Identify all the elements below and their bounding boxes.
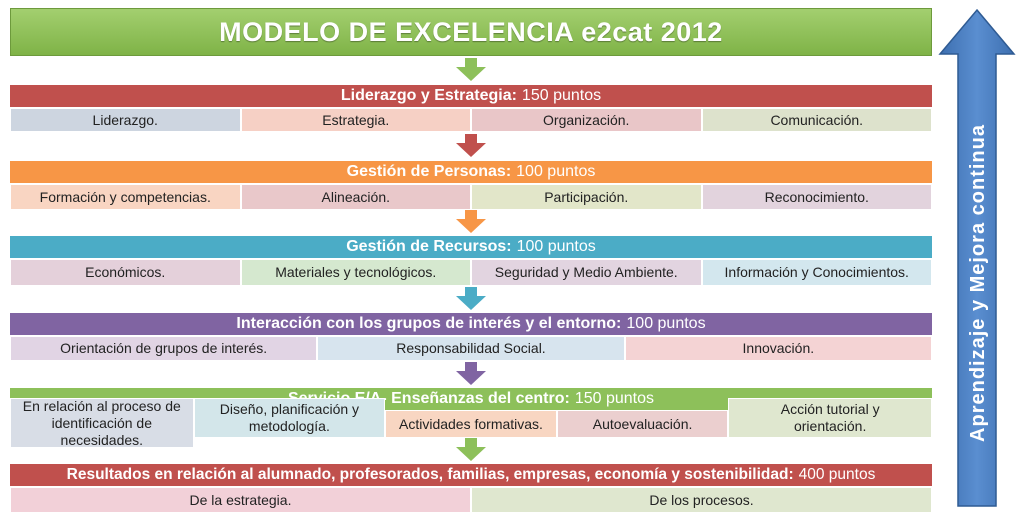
section-item: Participación.: [471, 184, 702, 210]
section-points: 400 puntos: [798, 466, 876, 483]
section-items-resultados: De la estrategia. De los procesos.: [10, 487, 932, 513]
section-item: Diseño, planificación y metodología.: [193, 398, 386, 438]
section-items-recursos: Económicos. Materiales y tecnológicos. S…: [10, 259, 932, 286]
section-header-recursos: Gestión de Recursos: 100 puntos: [10, 236, 932, 258]
section-items-liderazgo: Liderazgo. Estrategia. Organización. Com…: [10, 108, 932, 132]
section-item: Autoevaluación.: [556, 410, 729, 438]
section-items-servicio: En relación al proceso de identificación…: [10, 398, 932, 448]
section-item: Estrategia.: [240, 108, 471, 132]
section-header-resultados: Resultados en relación al alumnado, prof…: [10, 464, 932, 486]
section-item: De los procesos.: [471, 487, 932, 513]
diagram-title: MODELO DE EXCELENCIA e2cat 2012: [10, 8, 932, 56]
section-item: Acción tutorial y orientación.: [728, 398, 932, 438]
section-items-personas: Formación y competencias. Alineación. Pa…: [10, 184, 932, 210]
section-item: De la estrategia.: [10, 487, 471, 513]
section-item: Información y Conocimientos.: [701, 259, 932, 286]
section-item: Comunicación.: [701, 108, 932, 132]
section-item: Formación y competencias.: [10, 184, 241, 210]
up-arrow-icon: [938, 8, 1016, 507]
section-header-liderazgo: Liderazgo y Estrategia: 150 puntos: [10, 85, 932, 107]
section-name: Gestión de Recursos:: [346, 238, 512, 255]
section-name: Gestión de Personas:: [346, 163, 512, 180]
section-item: Seguridad y Medio Ambiente.: [471, 259, 702, 286]
section-item: Organización.: [471, 108, 702, 132]
section-item: Actividades formativas.: [385, 410, 557, 438]
continuous-improvement-arrow: Aprendizaje y Mejora continua: [938, 8, 1016, 507]
section-points: 150 puntos: [574, 390, 655, 407]
section-item: Responsabilidad Social.: [317, 336, 625, 361]
section-points: 100 puntos: [626, 315, 706, 332]
section-name: Liderazgo y Estrategia:: [340, 87, 517, 104]
section-name: Interacción con los grupos de interés y …: [236, 315, 622, 332]
section-item: Orientación de grupos de interés.: [10, 336, 318, 361]
section-item: Económicos.: [10, 259, 241, 286]
section-item: Liderazgo.: [10, 108, 241, 132]
section-item: Materiales y tecnológicos.: [240, 259, 471, 286]
section-points: 100 puntos: [516, 163, 596, 180]
section-item: Innovación.: [624, 336, 932, 361]
side-label: Aprendizaje y Mejora continua: [967, 124, 989, 442]
section-points: 150 puntos: [521, 87, 602, 104]
section-name: Resultados en relación al alumnado, prof…: [66, 466, 794, 483]
section-item: En relación al proceso de identificación…: [10, 398, 194, 448]
section-points: 100 puntos: [516, 238, 596, 255]
section-items-interaccion: Orientación de grupos de interés. Respon…: [10, 336, 932, 361]
section-item: Reconocimiento.: [701, 184, 932, 210]
section-header-interaccion: Interacción con los grupos de interés y …: [10, 313, 932, 335]
section-item: Alineación.: [240, 184, 471, 210]
section-header-personas: Gestión de Personas: 100 puntos: [10, 161, 932, 183]
